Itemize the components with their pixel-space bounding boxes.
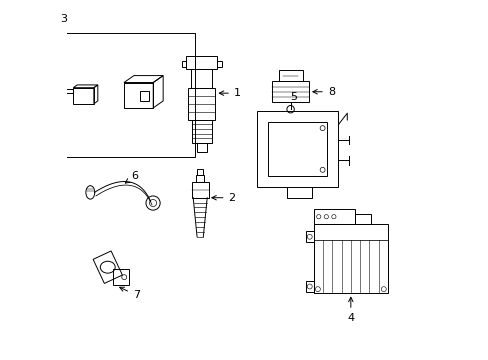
Text: 2: 2 [211, 193, 235, 203]
Text: 4: 4 [346, 297, 354, 323]
Text: 6: 6 [125, 171, 138, 183]
Text: 3: 3 [60, 14, 67, 24]
Text: 1: 1 [219, 88, 241, 98]
Text: 8: 8 [312, 87, 334, 97]
Text: 7: 7 [120, 287, 140, 300]
Text: 5: 5 [290, 92, 297, 102]
